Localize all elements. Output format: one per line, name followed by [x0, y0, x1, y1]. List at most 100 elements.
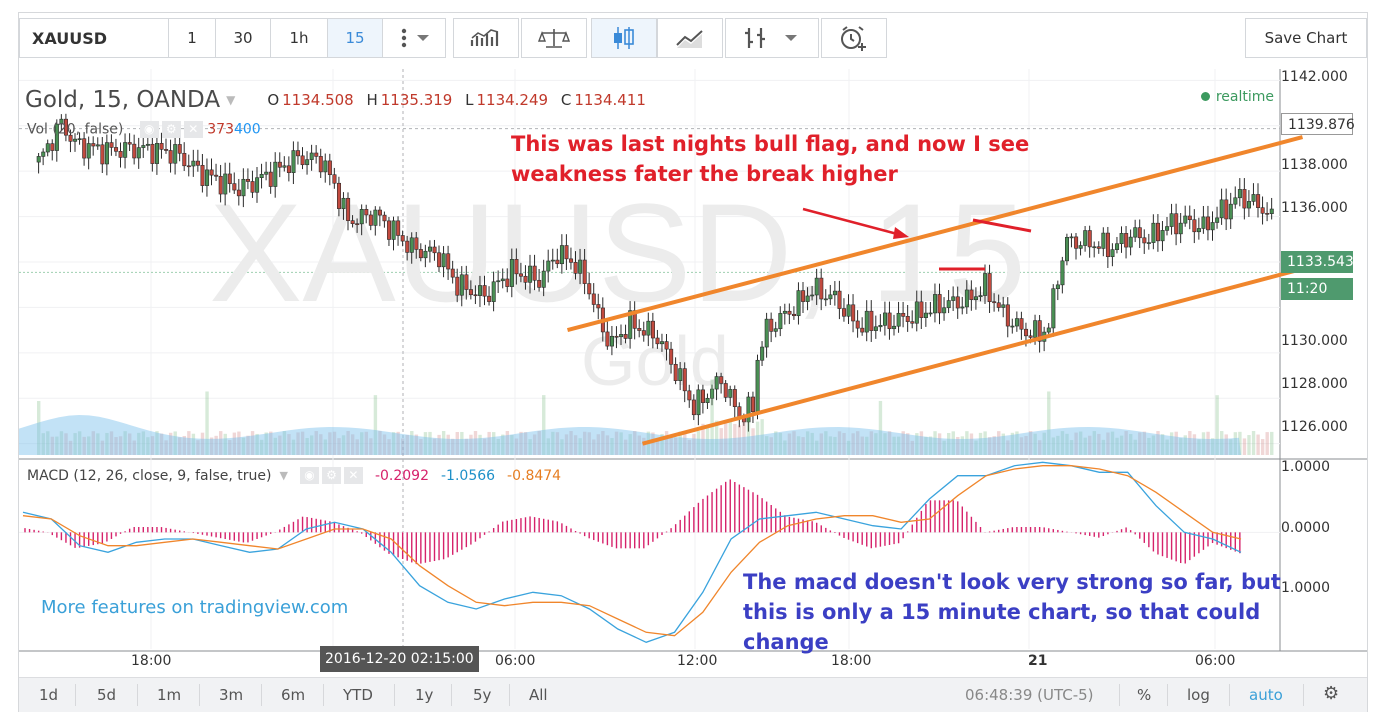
annotation-macd[interactable]: The macd doesn't look very strong so far… [743, 570, 1281, 654]
volume-bar [983, 431, 987, 455]
candle-body [719, 376, 724, 384]
annotation-bull-flag[interactable]: This was last nights bull flag, and now … [511, 132, 1030, 186]
chart-plot[interactable]: XAUUSD, 15 Gold [19, 69, 1367, 679]
gear-icon[interactable]: ⚙ [321, 467, 341, 484]
candle-body [45, 143, 50, 153]
candle-body [582, 259, 587, 284]
volume-bar [164, 440, 168, 455]
crosshair-time-tag: 2016-12-20 02:15:00 [320, 646, 479, 672]
volume-bar [965, 431, 969, 455]
volume-bar [91, 431, 95, 455]
candle-body [1242, 189, 1247, 209]
bars-button[interactable] [725, 18, 819, 58]
range-1m[interactable]: 1m [157, 686, 182, 704]
range-5d[interactable]: 5d [97, 686, 117, 704]
interval-1h[interactable]: 1h [270, 18, 328, 58]
close-icon[interactable]: ✕ [343, 467, 363, 484]
chevron-down-icon[interactable]: ▼ [226, 93, 236, 107]
volume-bar [264, 432, 268, 455]
candle-body [801, 290, 806, 302]
candle-body [946, 300, 951, 309]
auto-toggle[interactable]: auto [1249, 686, 1283, 704]
time-label: 18:00 [831, 653, 872, 669]
line-chart-button[interactable] [657, 18, 723, 58]
candles-button[interactable] [591, 18, 657, 58]
volume-bar [1179, 438, 1183, 455]
gear-icon[interactable]: ⚙ [161, 121, 181, 138]
toolbar: XAUUSD 1 30 1h 15 Save Chart [19, 13, 1367, 67]
alert-button[interactable] [821, 18, 887, 58]
candle-body [919, 301, 924, 318]
volume-bar [869, 431, 874, 455]
volume-bar [473, 431, 478, 455]
indicators-button[interactable] [453, 18, 519, 58]
volume-bar [228, 439, 232, 455]
candle-body [136, 147, 141, 159]
volume-bar [1197, 439, 1201, 455]
volume-bar [1024, 436, 1028, 455]
volume-bar [878, 400, 883, 455]
volume-bar [587, 432, 591, 455]
volume-bar [123, 431, 127, 455]
candle-body [450, 268, 455, 278]
volume-bar [896, 436, 901, 455]
candle-body [236, 189, 241, 197]
volume-bar [746, 420, 751, 455]
range-bar: 1d 5d 1m 3m 6m YTD 1y 5y All 06:48:39 (U… [19, 677, 1367, 712]
range-ytd[interactable]: YTD [343, 686, 373, 704]
volume-bar [291, 439, 296, 455]
chevron-down-icon[interactable]: ▼ [279, 469, 288, 482]
candle-body [1219, 199, 1224, 219]
candle-body [150, 143, 155, 164]
candle-body [309, 152, 314, 160]
close-icon[interactable]: ✕ [183, 121, 203, 138]
volume-bar [514, 438, 519, 455]
volume-bar [282, 431, 287, 455]
range-3m[interactable]: 3m [219, 686, 244, 704]
interval-30[interactable]: 30 [215, 18, 271, 58]
log-toggle[interactable]: log [1187, 686, 1210, 704]
settings-gear-icon[interactable]: ⚙ [1323, 683, 1340, 704]
volume-value: 373 [207, 121, 234, 138]
volume-bar [683, 432, 687, 455]
percent-toggle[interactable]: % [1137, 686, 1152, 704]
volume-bar [783, 440, 787, 455]
candle-body [905, 316, 910, 322]
volume-bar [87, 436, 91, 455]
volume-bar [246, 435, 250, 455]
candle-body [541, 270, 546, 288]
eye-icon[interactable]: ◉ [299, 467, 319, 484]
volume-bar [1210, 438, 1215, 455]
candle-body [1028, 335, 1033, 338]
volume-bar [200, 432, 205, 455]
range-6m[interactable]: 6m [281, 686, 306, 704]
interval-dropdown[interactable] [382, 18, 446, 58]
volume-bar [55, 436, 59, 455]
volume-bar [532, 434, 537, 455]
volume-bar [100, 440, 105, 455]
volume-bar [1097, 433, 1101, 455]
candle-body [423, 250, 428, 259]
range-5y[interactable]: 5y [473, 686, 492, 704]
volume-bar [1169, 432, 1174, 455]
promo-link[interactable]: More features on tradingview.com [41, 597, 349, 618]
volume-bar [1147, 437, 1151, 455]
candle-body [478, 285, 483, 296]
volume-bar [1238, 431, 1242, 455]
eye-icon[interactable]: ◉ [139, 121, 159, 138]
candle-body [641, 330, 646, 336]
range-1y[interactable]: 1y [415, 686, 434, 704]
symbol-search[interactable]: XAUUSD [19, 18, 169, 58]
interval-15[interactable]: 15 [327, 18, 383, 58]
trendline-lower [641, 266, 1304, 446]
range-all[interactable]: All [529, 686, 548, 704]
compare-button[interactable] [521, 18, 587, 58]
candle-body [1046, 327, 1051, 333]
range-1d[interactable]: 1d [39, 686, 59, 704]
candle-body [1215, 217, 1220, 223]
save-chart-button[interactable]: Save Chart [1245, 18, 1367, 58]
candle-body [546, 260, 551, 272]
open-value: 1134.508 [282, 91, 354, 109]
interval-1[interactable]: 1 [168, 18, 216, 58]
